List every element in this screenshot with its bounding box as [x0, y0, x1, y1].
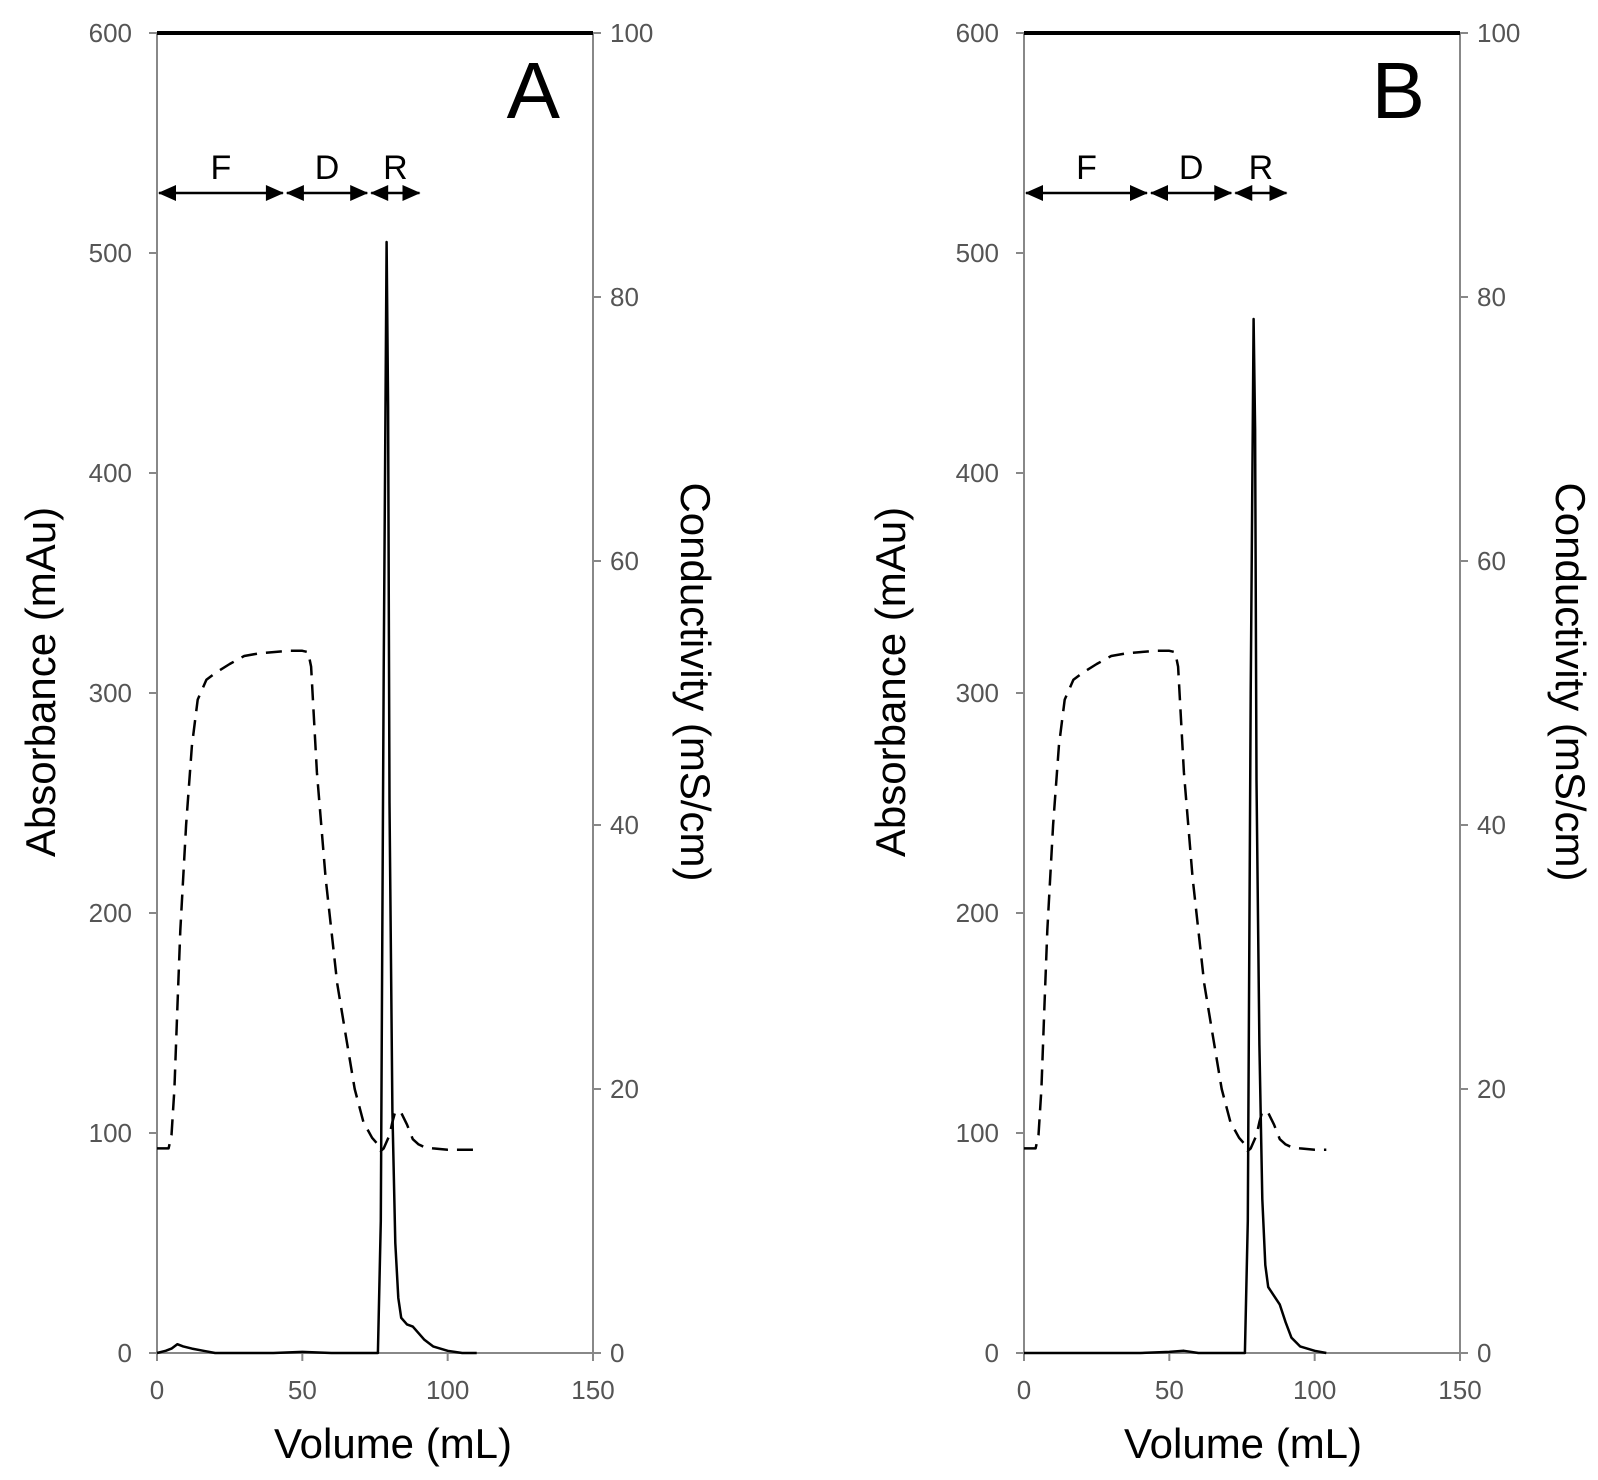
- region-label: F: [1076, 149, 1097, 187]
- left-tick-label: 0: [118, 1338, 132, 1368]
- left-y-axis-ticks: 0 100 200 300 400 500 600: [89, 18, 157, 1368]
- right-tick-label: 80: [1477, 282, 1506, 312]
- x-tick-label: 150: [571, 1375, 614, 1405]
- arrowhead-left: [158, 185, 176, 201]
- x-tick-label: 100: [1293, 1375, 1336, 1405]
- right-tick-label: 20: [610, 1074, 639, 1104]
- region-label: R: [1249, 149, 1274, 187]
- left-tick-label: 100: [956, 1118, 999, 1148]
- left-tick-label: 400: [89, 458, 132, 488]
- absorbance-solid-line: [156, 240, 477, 1355]
- right-tick-label: 60: [1477, 546, 1506, 576]
- x-axis-ticks: 0 50 100 150: [150, 1353, 615, 1405]
- right-tick-label: 0: [1477, 1338, 1491, 1368]
- left-tick-label: 0: [985, 1338, 999, 1368]
- region-label: D: [1179, 149, 1204, 187]
- absorbance-solid-line: [1024, 317, 1327, 1355]
- chart-panel-b: 0 100 200 300 400 500 600 0 20 40 60 80 100 0 50 100 1…: [867, 18, 1594, 1467]
- left-tick-label: 200: [956, 898, 999, 928]
- right-y-axis-ticks: 0 20 40 60 80 100: [1460, 18, 1520, 1368]
- right-tick-label: 0: [610, 1338, 624, 1368]
- left-tick-label: 600: [956, 18, 999, 48]
- chart-panel-a: 0 100 200 300 400 500 600 0 20 40 60 80 100 0 50 100 1…: [17, 18, 719, 1467]
- region-label: D: [315, 149, 340, 187]
- arrowhead-left: [1149, 185, 1168, 201]
- x-axis-ticks: 0 50 100 150: [1017, 1353, 1482, 1405]
- arrowhead-right: [1129, 185, 1148, 201]
- arrowhead-right: [1214, 185, 1233, 201]
- right-tick-label: 40: [610, 810, 639, 840]
- x-axis-title: Volume (mL): [274, 1420, 512, 1467]
- right-y-axis-title: Conductivity (mS/cm): [1547, 482, 1594, 881]
- right-tick-label: 80: [610, 282, 639, 312]
- x-tick-label: 50: [1155, 1375, 1184, 1405]
- left-tick-label: 300: [89, 678, 132, 708]
- right-y-axis-title: Conductivity (mS/cm): [672, 482, 719, 881]
- left-tick-label: 500: [89, 238, 132, 268]
- right-tick-label: 20: [1477, 1074, 1506, 1104]
- plot-frame: [156, 31, 594, 1354]
- x-tick-label: 150: [1438, 1375, 1481, 1405]
- right-tick-label: 40: [1477, 810, 1506, 840]
- region-label: R: [383, 149, 408, 187]
- arrowhead-right: [350, 185, 369, 201]
- left-tick-label: 400: [956, 458, 999, 488]
- left-y-axis-title: Absorbance (mAu): [17, 507, 64, 857]
- right-tick-label: 100: [610, 18, 653, 48]
- left-tick-label: 600: [89, 18, 132, 48]
- x-tick-label: 0: [150, 1375, 164, 1405]
- region-label: F: [211, 149, 232, 187]
- arrowhead-right: [1269, 185, 1288, 201]
- left-tick-label: 100: [89, 1118, 132, 1148]
- arrowhead-left: [1234, 185, 1253, 201]
- conductivity-dashed-line: [1024, 649, 1327, 1153]
- right-tick-label: 60: [610, 546, 639, 576]
- panel-label: A: [507, 46, 561, 135]
- x-tick-label: 50: [288, 1375, 317, 1405]
- panel-label: B: [1372, 46, 1425, 135]
- arrowhead-left: [285, 185, 304, 201]
- left-y-axis-title: Absorbance (mAu): [867, 507, 914, 857]
- series-lines: [1024, 317, 1327, 1355]
- conductivity-dashed-line: [157, 649, 477, 1153]
- series-lines: [156, 240, 477, 1355]
- left-tick-label: 300: [956, 678, 999, 708]
- x-axis-title: Volume (mL): [1124, 1420, 1362, 1467]
- plot-frame: [1023, 31, 1461, 1354]
- x-tick-label: 0: [1017, 1375, 1031, 1405]
- right-y-axis-ticks: 0 20 40 60 80 100: [593, 18, 653, 1368]
- left-tick-label: 500: [956, 238, 999, 268]
- right-tick-label: 100: [1477, 18, 1520, 48]
- left-tick-label: 200: [89, 898, 132, 928]
- arrowhead-left: [370, 185, 389, 201]
- left-y-axis-ticks: 0 100 200 300 400 500 600: [956, 18, 1024, 1368]
- arrowhead-right: [265, 185, 284, 201]
- arrowhead-right: [402, 185, 421, 201]
- arrowhead-left: [1025, 185, 1043, 201]
- x-tick-label: 100: [426, 1375, 469, 1405]
